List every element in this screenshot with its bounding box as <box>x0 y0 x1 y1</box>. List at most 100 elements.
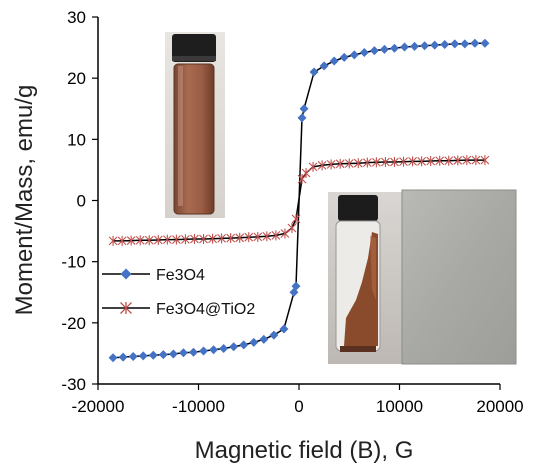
data-point <box>279 324 289 334</box>
data-point <box>390 156 399 167</box>
y-axis-ticks: -30 -20 -10 0 10 20 30 <box>61 8 98 394</box>
y-axis-title: Moment/Mass, emu/g <box>11 85 38 316</box>
data-point <box>181 234 190 245</box>
data-point <box>235 232 245 243</box>
data-point <box>308 161 318 172</box>
data-point <box>153 234 163 245</box>
data-point <box>138 351 148 361</box>
data-point <box>209 345 219 355</box>
y-tick-label: 0 <box>77 192 86 211</box>
y-tick-label: -10 <box>61 253 86 272</box>
data-point <box>280 228 290 239</box>
data-point <box>426 156 436 167</box>
data-point <box>291 213 301 224</box>
legend-marker-star <box>120 302 132 314</box>
data-point <box>117 235 127 246</box>
data-point <box>301 167 311 178</box>
x-axis-ticks: -20000 -10000 0 10000 20000 <box>72 384 524 416</box>
legend-label-fe3o4-tio2: Fe3O4@TiO2 <box>156 301 255 318</box>
x-tick-label: 10000 <box>376 397 423 416</box>
data-point <box>208 233 217 244</box>
data-point <box>417 156 426 167</box>
x-tick-label: -20000 <box>72 397 125 416</box>
data-point <box>297 174 307 185</box>
y-tick-label: -30 <box>61 375 86 394</box>
series-line <box>113 159 485 242</box>
data-point <box>371 157 381 168</box>
data-point <box>226 233 236 244</box>
data-point <box>239 340 249 350</box>
data-point <box>178 348 188 358</box>
data-point <box>435 155 445 166</box>
data-point <box>269 330 279 340</box>
data-point <box>271 230 281 241</box>
data-point <box>262 231 272 242</box>
data-point <box>199 234 208 245</box>
x-tick-label: -10000 <box>172 397 225 416</box>
data-point <box>118 352 128 362</box>
data-point <box>430 40 440 50</box>
vial-dispersion-photo <box>165 32 225 218</box>
data-point <box>168 349 178 359</box>
data-point <box>126 235 136 246</box>
data-point <box>399 156 408 167</box>
data-point <box>440 40 450 50</box>
data-point <box>359 47 369 57</box>
data-point <box>148 350 158 360</box>
data-point <box>349 50 359 60</box>
legend-label-fe3o4: Fe3O4 <box>156 267 205 284</box>
data-point <box>339 52 349 62</box>
data-point <box>297 113 307 123</box>
legend-item-fe3o4: Fe3O4 <box>102 267 205 284</box>
data-point <box>108 353 118 363</box>
data-point <box>319 61 329 71</box>
data-point <box>287 223 297 234</box>
data-point <box>410 41 420 51</box>
data-point <box>199 346 209 356</box>
data-point <box>420 41 430 51</box>
data-point <box>326 159 336 170</box>
data-point <box>217 233 227 244</box>
data-point <box>291 281 301 291</box>
data-point <box>462 155 472 166</box>
data-point <box>335 158 345 169</box>
data-point <box>229 342 239 352</box>
vial-magnet-photo <box>328 189 517 365</box>
data-point <box>259 334 269 344</box>
x-tick-label: 0 <box>294 397 303 416</box>
data-point <box>471 155 481 166</box>
data-point <box>450 39 460 49</box>
series-layer <box>108 38 490 363</box>
data-point <box>400 42 410 52</box>
data-point <box>470 38 480 48</box>
y-tick-label: 10 <box>67 130 86 149</box>
data-point <box>135 235 145 246</box>
data-point <box>128 351 138 361</box>
data-point <box>444 155 454 166</box>
x-tick-label: 20000 <box>476 397 523 416</box>
data-point <box>219 344 229 354</box>
series-1 <box>108 155 490 246</box>
data-point <box>108 235 118 246</box>
y-tick-label: 30 <box>67 8 86 27</box>
data-point <box>190 234 199 245</box>
data-point <box>244 232 254 243</box>
legend-marker-diamond <box>120 268 132 280</box>
data-point <box>381 156 390 167</box>
data-point <box>480 38 490 48</box>
data-point <box>253 231 263 242</box>
data-point <box>188 347 198 357</box>
data-point <box>249 337 259 347</box>
data-point <box>408 156 417 167</box>
data-point <box>362 157 372 168</box>
y-tick-label: 20 <box>67 69 86 88</box>
data-point <box>172 234 181 245</box>
data-point <box>460 39 470 49</box>
data-point <box>329 56 339 66</box>
data-point <box>299 104 309 114</box>
data-point <box>389 43 399 53</box>
x-axis-title: Magnetic field (B), G <box>195 437 414 464</box>
data-point <box>480 155 490 166</box>
data-point <box>309 67 319 77</box>
